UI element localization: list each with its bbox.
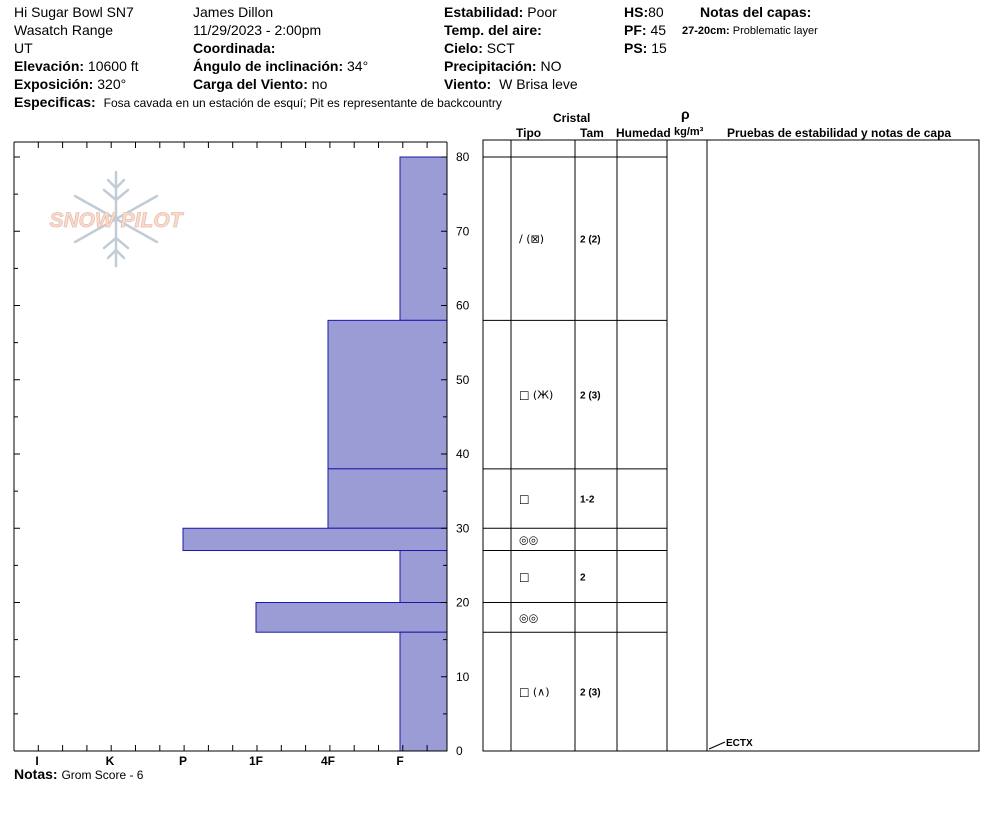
state-name: UT — [14, 40, 33, 56]
elevation: Elevación: 10600 ft — [14, 58, 139, 74]
crystal-size: 2 — [580, 573, 586, 584]
slope-label: Ángulo de inclinación: — [193, 58, 344, 74]
x-tick-label: F — [396, 754, 403, 768]
layer-note-depth: 27-20cm: — [682, 25, 730, 37]
layer-notes-label: Notas del capas: — [700, 4, 812, 20]
crystal-type: □ (Ж) — [519, 389, 553, 402]
layer-note-text: Problematic layer — [732, 25, 818, 37]
sky-label: Cielo: — [444, 40, 483, 56]
stability-label: Estabilidad: — [444, 4, 524, 20]
x-tick-label: P — [179, 754, 187, 768]
y-tick-label: 0 — [456, 744, 463, 758]
slope: Ángulo de inclinación: 34° — [193, 58, 368, 74]
notes-label: Notas: — [14, 766, 58, 782]
crystal-header: Cristal — [553, 111, 591, 125]
crystal-type: □ — [519, 493, 529, 506]
pf: PF: 45 — [624, 22, 666, 38]
precip-value: NO — [540, 58, 562, 74]
hs-label: HS: — [624, 4, 649, 20]
density-unit-header: kg/m³ — [674, 126, 704, 138]
datetime: 11/29/2023 - 2:00pm — [193, 22, 322, 38]
site-name: Hi Sugar Bowl SN7 — [14, 4, 134, 20]
test-label: ECTX — [726, 738, 753, 749]
wind: Viento: W Brisa leve — [444, 76, 578, 92]
y-tick-label: 20 — [456, 596, 470, 610]
tests-header: Pruebas de estabilidad y notas de capa — [727, 126, 952, 140]
y-tick-label: 30 — [456, 521, 470, 535]
aspect-label: Exposición: — [14, 76, 94, 92]
layer-note: 27-20cm: Problematic layer — [682, 23, 818, 39]
elevation-value: 10600 ft — [87, 58, 139, 74]
y-tick-label: 70 — [456, 224, 470, 238]
layer-table-frame — [482, 139, 980, 752]
slope-value: 34° — [347, 58, 369, 74]
crystal-type: / (⊠) — [519, 233, 544, 246]
wind-load-label: Carga del Viento: — [193, 76, 308, 92]
hardness-bar-5 — [255, 602, 448, 633]
hs-value: 80 — [648, 4, 664, 20]
y-tick-label: 80 — [456, 150, 470, 164]
wind-label: Viento: — [444, 76, 492, 92]
hardness-bar-2 — [327, 468, 448, 529]
x-tick-label: 1F — [249, 754, 263, 768]
crystal-size: 2 (3) — [580, 688, 601, 699]
hardness-bar-6 — [399, 631, 448, 752]
y-tick-label: 40 — [456, 447, 470, 461]
x-tick-label: 4F — [321, 754, 335, 768]
ps-label: PS: — [624, 40, 648, 56]
test-pointer — [708, 741, 726, 750]
range-name: Wasatch Range — [14, 22, 114, 38]
snowpilot-logo: SNOW PILOT — [49, 170, 185, 268]
hardness-bar-1 — [327, 319, 448, 470]
y-tick-label: 50 — [456, 373, 470, 387]
wind-load-value: no — [311, 76, 328, 92]
ps-value: 15 — [651, 40, 667, 56]
observer: James Dillon — [193, 4, 274, 20]
x-tick-label: K — [106, 754, 115, 768]
y-tick-label: 60 — [456, 299, 470, 313]
wind-load: Carga del Viento: no — [193, 76, 327, 92]
hardness-bar-4 — [399, 550, 448, 604]
aspect: Exposición: 320° — [14, 76, 126, 92]
specifics-label: Especificas: — [14, 94, 96, 110]
coord-label: Coordinada: — [193, 40, 276, 56]
hs: HS:80 — [624, 4, 664, 20]
x-tick-label: I — [35, 754, 38, 768]
sky: Cielo: SCT — [444, 40, 515, 56]
pf-label: PF: — [624, 22, 647, 38]
precip-label: Precipitación: — [444, 58, 537, 74]
crystal-size: 1-2 — [580, 495, 595, 506]
notes: Notas: Grom Score - 6 — [14, 766, 143, 783]
ps: PS: 15 — [624, 40, 667, 56]
precipitation: Precipitación: NO — [444, 58, 561, 74]
crystal-type: ◎◎ — [519, 533, 538, 546]
crystal-size: 2 (3) — [580, 391, 601, 402]
pf-value: 45 — [650, 22, 667, 38]
notes-value: Grom Score - 6 — [61, 768, 144, 782]
hardness-bar-3 — [182, 527, 448, 552]
specifics-value: Fosa cavada en un estación de esquí; Pit… — [103, 96, 502, 110]
crystal-size: 2 (2) — [580, 235, 601, 246]
crystal-type: □ — [519, 571, 529, 584]
rho-header: ρ — [681, 106, 690, 122]
crystal-type: □ (∧) — [519, 686, 550, 699]
stability-value: Poor — [527, 4, 557, 20]
wind-value: W Brisa leve — [499, 76, 578, 92]
moisture-header: Humedad — [616, 126, 671, 140]
crystal-type: ◎◎ — [519, 611, 538, 624]
air-temp-label: Temp. del aire: — [444, 22, 542, 38]
hardness-bar-0 — [399, 156, 448, 321]
elevation-label: Elevación: — [14, 58, 85, 74]
aspect-value: 320° — [97, 76, 127, 92]
y-tick-label: 10 — [456, 670, 470, 684]
logo-text: SNOW PILOT — [50, 209, 185, 232]
stability: Estabilidad: Poor — [444, 4, 557, 20]
type-header: Tipo — [516, 126, 542, 140]
size-header: Tam — [580, 126, 604, 140]
specifics: Especificas: Fosa cavada en un estación … — [14, 94, 502, 111]
sky-value: SCT — [486, 40, 515, 56]
